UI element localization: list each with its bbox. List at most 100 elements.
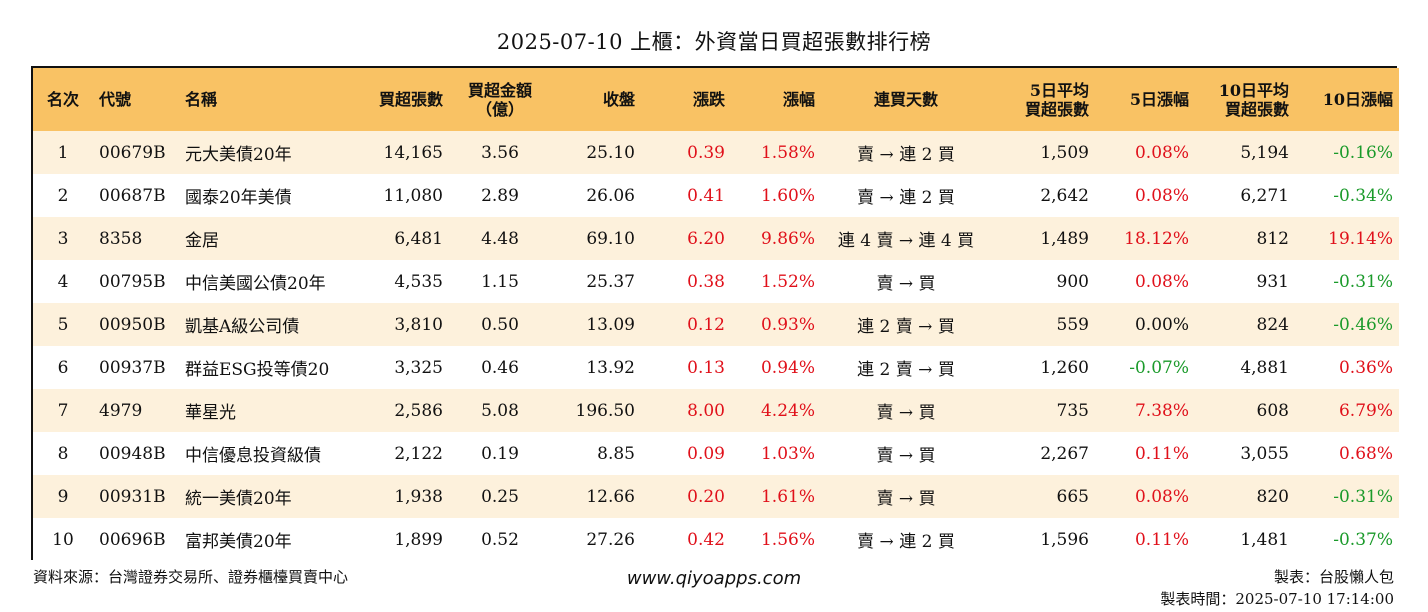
ranking-table: 名次 代號 名稱 買超張數 買超金額 （億） 收盤 漲跌 漲幅 連買天數 5日平均… <box>33 68 1399 561</box>
cell-rank: 6 <box>57 357 69 378</box>
cell-days: 賣 → 買 <box>876 274 936 294</box>
table-row: 6 00937B 群益ESG投等債20 3,325 0.46 13.92 0.13 0.94%… <box>33 346 1399 389</box>
cell-pct10: 0.36% <box>1338 357 1393 378</box>
cell-close: 25.10 <box>586 142 635 163</box>
cell-days: 賣 → 買 <box>876 489 936 509</box>
cell-buy-amt: 0.19 <box>481 443 519 464</box>
cell-avg5: 900 <box>1056 271 1089 292</box>
cell-pct: 0.94% <box>760 357 815 378</box>
cell-change: 8.00 <box>687 400 725 421</box>
col-pct5: 5日漲幅 <box>1129 90 1189 109</box>
col-avg10-line1: 10日平均 <box>1218 80 1289 100</box>
cell-pct10: -0.34% <box>1333 185 1393 206</box>
cell-buy-amt: 2.89 <box>481 185 519 206</box>
cell-pct10: 19.14% <box>1328 228 1393 249</box>
cell-close: 196.50 <box>575 400 635 421</box>
col-name: 名稱 <box>185 90 218 109</box>
cell-buy-amt: 0.46 <box>481 357 519 378</box>
cell-buy-amt: 4.48 <box>481 228 519 249</box>
col-buy-amt-line2: （億） <box>475 99 524 119</box>
cell-rank: 1 <box>57 142 69 163</box>
cell-pct: 9.86% <box>760 228 815 249</box>
cell-buy-qty: 14,165 <box>383 142 443 163</box>
col-avg10: 10日平均 買超張數 <box>1195 68 1295 131</box>
cell-buy-qty: 11,080 <box>383 185 443 206</box>
cell-buy-amt: 5.08 <box>481 400 519 421</box>
cell-change: 6.20 <box>687 228 725 249</box>
cell-days: 連 2 賣 → 買 <box>857 317 955 337</box>
cell-pct10: -0.37% <box>1333 529 1393 550</box>
cell-pct: 1.52% <box>760 271 815 292</box>
cell-buy-amt: 0.25 <box>481 486 519 507</box>
table-row: 4 00795B 中信美國公債20年 4,535 1.15 25.37 0.38 1.52% 賣… <box>33 260 1399 303</box>
cell-pct5: 0.08% <box>1134 142 1189 163</box>
cell-code: 00696B <box>99 529 166 550</box>
col-avg5-line1: 5日平均 <box>1029 80 1089 100</box>
cell-name: 華星光 <box>185 403 236 423</box>
table-header: 名次 代號 名稱 買超張數 買超金額 （億） 收盤 漲跌 漲幅 連買天數 5日平均… <box>33 68 1399 131</box>
cell-avg5: 735 <box>1056 400 1089 421</box>
cell-rank: 8 <box>57 443 69 464</box>
cell-close: 8.85 <box>597 443 635 464</box>
col-buy-amt-line1: 買超金額 <box>467 80 532 100</box>
cell-code: 4979 <box>99 400 143 421</box>
ranking-table-container: 名次 代號 名稱 買超張數 買超金額 （億） 收盤 漲跌 漲幅 連買天數 5日平均… <box>31 66 1399 561</box>
cell-pct5: -0.07% <box>1129 357 1189 378</box>
col-buy-qty: 買超張數 <box>378 90 443 109</box>
cell-avg10: 608 <box>1256 400 1289 421</box>
cell-rank: 10 <box>52 529 74 550</box>
cell-name: 中信優息投資級債 <box>185 446 321 466</box>
cell-close: 13.09 <box>586 314 635 335</box>
table-body: 1 00679B 元大美債20年 14,165 3.56 25.10 0.39 1.58% 賣 … <box>33 131 1399 561</box>
page-title: 2025-07-10 上櫃：外資當日買超張數排行榜 <box>496 30 932 54</box>
cell-rank: 4 <box>57 271 69 292</box>
col-avg10-line2: 買超張數 <box>1224 99 1289 119</box>
cell-buy-amt: 3.56 <box>481 142 519 163</box>
cell-pct: 4.24% <box>760 400 815 421</box>
website-link[interactable]: www.qiyoapps.com <box>626 568 802 589</box>
cell-avg5: 1,489 <box>1040 228 1089 249</box>
cell-days: 賣 → 連 2 買 <box>857 188 955 208</box>
cell-days: 賣 → 連 2 買 <box>857 532 955 552</box>
table-row: 7 4979 華星光 2,586 5.08 196.50 8.00 4.24% 賣 → 買 735… <box>33 389 1399 432</box>
cell-name: 國泰20年美債 <box>185 188 292 208</box>
cell-code: 00795B <box>99 271 166 292</box>
cell-pct: 1.56% <box>760 529 815 550</box>
cell-change: 0.13 <box>687 357 725 378</box>
cell-pct5: 18.12% <box>1124 228 1189 249</box>
cell-name: 元大美債20年 <box>185 145 292 165</box>
cell-avg10: 812 <box>1256 228 1289 249</box>
cell-code: 00950B <box>99 314 166 335</box>
cell-pct5: 7.38% <box>1134 400 1189 421</box>
table-row: 9 00931B 統一美債20年 1,938 0.25 12.66 0.20 1.61% 賣 →… <box>33 475 1399 518</box>
cell-avg10: 4,881 <box>1240 357 1289 378</box>
table-row: 3 8358 金居 6,481 4.48 69.10 6.20 9.86% 連 4 賣 → 連 … <box>33 217 1399 260</box>
cell-name: 金居 <box>185 231 219 251</box>
cell-days: 賣 → 買 <box>876 403 936 423</box>
cell-name: 群益ESG投等債20 <box>185 360 330 380</box>
cell-close: 25.37 <box>586 271 635 292</box>
col-pct: 漲幅 <box>782 90 815 109</box>
cell-avg5: 2,642 <box>1040 185 1089 206</box>
col-rank: 名次 <box>46 90 79 109</box>
cell-close: 26.06 <box>586 185 635 206</box>
cell-change: 0.20 <box>687 486 725 507</box>
cell-close: 27.26 <box>586 529 635 550</box>
cell-code: 8358 <box>99 228 143 249</box>
cell-pct5: 0.08% <box>1134 271 1189 292</box>
table-row: 8 00948B 中信優息投資級債 2,122 0.19 8.85 0.09 1.03% 賣 →… <box>33 432 1399 475</box>
col-buy-amt: 買超金額 （億） <box>449 68 551 131</box>
cell-buy-qty: 3,810 <box>394 314 443 335</box>
cell-close: 69.10 <box>586 228 635 249</box>
cell-close: 13.92 <box>586 357 635 378</box>
cell-days: 連 4 賣 → 連 4 買 <box>837 231 975 251</box>
cell-avg10: 824 <box>1256 314 1289 335</box>
cell-rank: 7 <box>57 400 69 421</box>
cell-buy-amt: 0.50 <box>481 314 519 335</box>
cell-rank: 2 <box>57 185 69 206</box>
maker-credit: 製表：台股懶人包 <box>1273 568 1394 586</box>
cell-avg5: 1,260 <box>1040 357 1089 378</box>
col-avg5: 5日平均 買超張數 <box>991 68 1095 131</box>
cell-change: 0.41 <box>687 185 725 206</box>
cell-change: 0.42 <box>687 529 725 550</box>
